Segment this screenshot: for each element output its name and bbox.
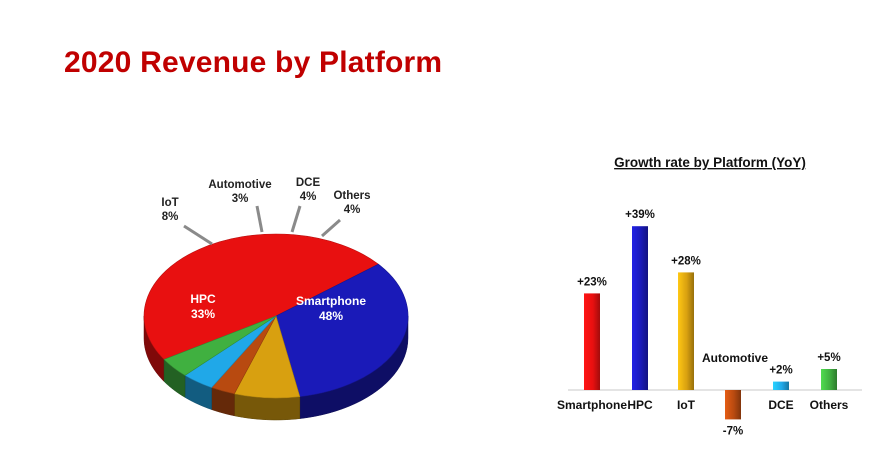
leader-line-automotive bbox=[255, 205, 264, 233]
pie-label-hpc: HPC bbox=[190, 292, 216, 306]
bar-value-others: +5% bbox=[817, 352, 840, 364]
bar-value-smartphone: +23% bbox=[577, 276, 607, 288]
pie-label-others: Others bbox=[333, 190, 370, 202]
leader-line-iot bbox=[183, 224, 213, 246]
pie-value-hpc: 33% bbox=[191, 307, 215, 321]
pie-value-smartphone: 48% bbox=[319, 309, 343, 323]
pie-label-automotive: Automotive bbox=[208, 179, 271, 191]
bar-automotive bbox=[725, 390, 741, 420]
pie-value-iot: 8% bbox=[162, 211, 179, 223]
category-label-automotive: Automotive bbox=[702, 351, 768, 365]
category-label-hpc: HPC bbox=[627, 398, 653, 412]
pie-label-dce: DCE bbox=[296, 177, 321, 189]
bar-others bbox=[821, 369, 837, 390]
pie-value-others: 4% bbox=[344, 204, 361, 216]
leader-line-dce bbox=[290, 205, 302, 233]
bar-value-automotive: -7% bbox=[723, 425, 743, 437]
pie-slice-others bbox=[163, 315, 277, 376]
pie-label-iot: IoT bbox=[161, 197, 178, 209]
growth-chart-title: Growth rate by Platform (YoY) bbox=[614, 155, 806, 170]
pie-value-automotive: 3% bbox=[232, 193, 249, 205]
bar-dce bbox=[773, 381, 789, 390]
growth-bar-chart: Growth rate by Platform (YoY) +23% Smartph… bbox=[557, 155, 862, 437]
category-label-smartphone: Smartphone bbox=[557, 398, 627, 412]
bar-value-dce: +2% bbox=[769, 365, 792, 377]
pie-value-dce: 4% bbox=[300, 191, 317, 203]
leader-line-others bbox=[321, 218, 341, 238]
category-label-dce: DCE bbox=[768, 398, 793, 412]
category-label-others: Others bbox=[810, 398, 849, 412]
bar-iot bbox=[678, 272, 694, 390]
bar-smartphone bbox=[584, 293, 600, 390]
bar-value-hpc: +39% bbox=[625, 209, 655, 221]
page-title: 2020 Revenue by Platform bbox=[64, 46, 443, 79]
pie-slice-smartphone bbox=[143, 233, 379, 360]
category-label-iot: IoT bbox=[677, 398, 696, 412]
pie-slice-hpc bbox=[275, 263, 409, 397]
bar-value-iot: +28% bbox=[671, 255, 701, 267]
bar-hpc bbox=[632, 226, 648, 390]
pie-label-smartphone: Smartphone bbox=[296, 294, 366, 308]
